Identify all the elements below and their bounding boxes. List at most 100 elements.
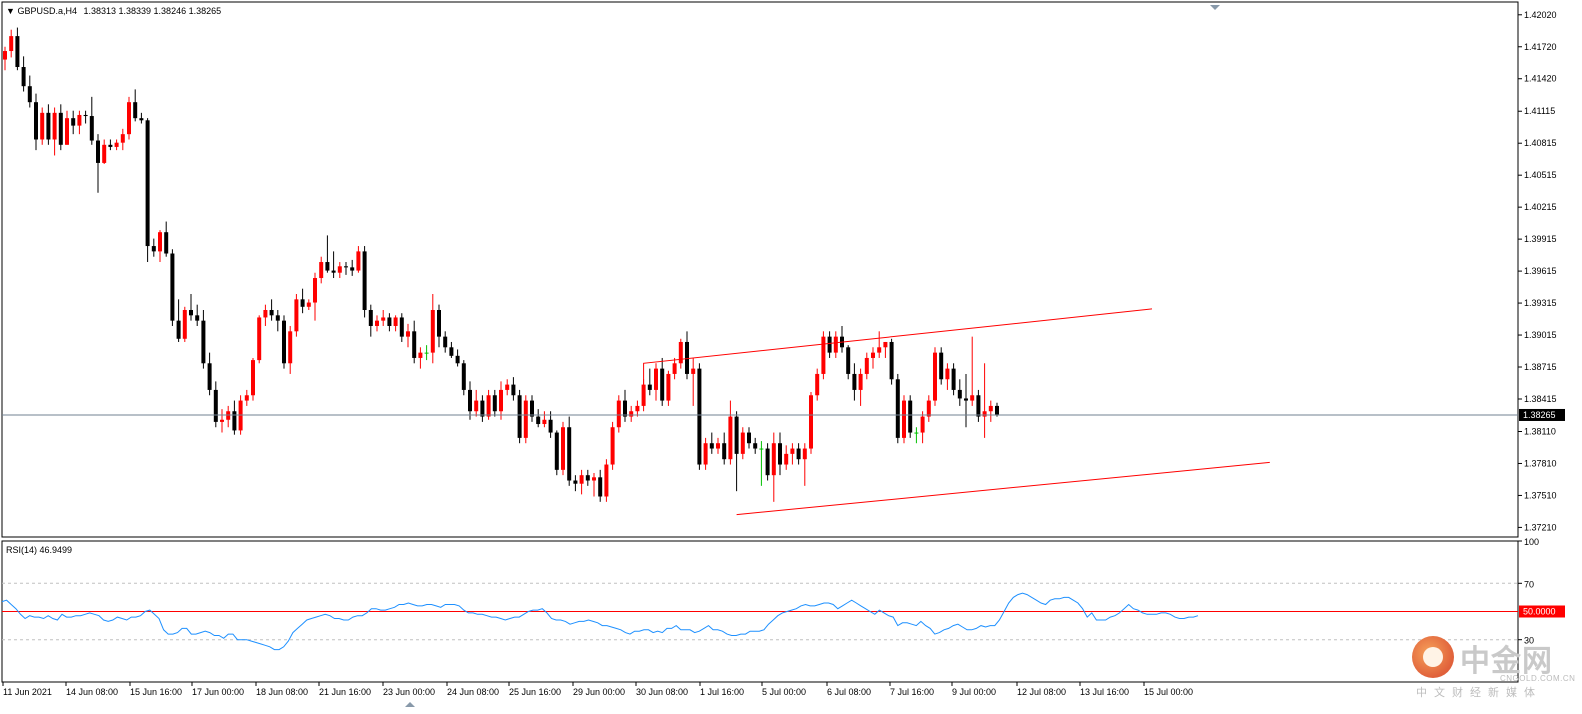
candle-body [604,464,609,497]
scroll-marker-icon [405,702,415,707]
candle-body [486,395,491,417]
candle-body [189,309,193,316]
candle-body [331,270,336,273]
price-tick-label: 1.37510 [1524,490,1557,500]
candle-body [399,317,404,337]
price-tick-label: 1.38110 [1524,426,1556,436]
symbol-label: GBPUSD.a,H4 [17,6,77,16]
candle-body [251,360,255,396]
price-tick-label: 1.39615 [1524,266,1557,276]
candle-body [65,118,69,145]
candle-body [443,336,448,348]
candle-body [393,317,398,326]
candle-body [387,317,392,326]
time-tick-label: 9 Jul 00:00 [952,687,996,697]
candle-body [406,331,410,337]
price-pane-frame [1,1,1519,538]
candle-body [920,416,925,433]
candle-body [257,317,262,361]
candle-body [58,112,63,145]
candle-body [362,251,367,310]
candle-body [871,352,875,358]
candle-body [852,373,857,390]
candle-body [964,398,968,401]
candle-body [666,373,671,401]
candle-body [195,315,200,321]
candle-body [120,134,125,143]
candle-body [833,336,838,353]
candle-body [660,368,665,401]
candle-body [34,102,38,140]
candle-body [573,480,578,484]
price-tick-label: 1.41420 [1524,74,1557,84]
candle-body [27,86,32,103]
candle-body [778,443,782,465]
candle-body [418,352,423,358]
candle-body [697,368,702,465]
rsi-line [1,592,1199,651]
candle-body [567,427,572,481]
current-price-badge [1519,408,1565,421]
candle-body [114,142,119,147]
candle-body [83,114,88,117]
chart-header: ▼ GBPUSD.a,H4 1.38313 1.38339 1.38246 1.… [6,6,221,16]
candle-body [96,140,100,163]
watermark-subtitle: 中文财经新媒体 [1416,686,1542,699]
candle-body [344,266,348,268]
candle-body [703,443,708,465]
candle-body [554,432,559,470]
candle-body [796,448,801,460]
candle-body [89,116,94,141]
candle-body [306,302,311,307]
candle-body [108,144,113,147]
chart-menu-icon[interactable]: ▼ [6,6,15,16]
candle-body [895,379,900,438]
price-tick-label: 1.42020 [1524,10,1557,20]
candle-body [790,448,795,454]
candle-body [821,336,826,374]
price-axis: 1.42020 1.41720 1.41420 1.41115 1.40815 1.405… [1518,10,1565,532]
channel-lower-line [736,461,1270,516]
candle-body [517,395,522,438]
candle-body [375,320,379,326]
candle-body [40,112,45,140]
time-tick-label: 13 Jul 16:00 [1080,687,1129,697]
candle-body [164,232,169,254]
price-tick-label: 1.40815 [1524,138,1557,148]
candle-body [864,357,869,374]
candle-body [145,120,150,247]
candle-body [201,320,206,364]
candle-body [455,355,460,364]
time-tick-label: 29 Jun 00:00 [573,687,625,697]
candle-body [654,368,658,390]
candle-body [275,315,280,321]
candle-body [3,51,7,60]
candle-body [759,448,764,450]
candle-body [226,411,231,420]
price-tick-label: 1.41720 [1524,42,1557,52]
candle-body [170,253,175,321]
time-tick-label: 11 Jun 2021 [3,687,52,697]
candle-body [381,317,386,321]
rsi-axis: 100 70 30 50.0000 [1518,537,1565,646]
candle-body [21,67,26,87]
candle-body [647,384,652,390]
rsi-header: RSI(14) 46.9499 [6,545,73,555]
time-tick-label: 6 Jul 08:00 [827,687,871,697]
candle-body [480,400,485,417]
candle-body [734,416,739,454]
candle-body [939,352,944,380]
candle-body [337,266,342,273]
candle-body [468,389,472,412]
candle-body [127,102,131,135]
time-tick-label: 1 Jul 16:00 [700,687,744,697]
candle-body [430,309,435,353]
candle-body [151,246,156,252]
candle-body [182,309,187,339]
candle-body [412,331,417,358]
candle-body [139,118,144,121]
time-tick-label: 18 Jun 08:00 [256,687,308,697]
rsi-tick-label: 70 [1524,579,1534,589]
candle-body [269,309,274,316]
price-tick-label: 1.39315 [1524,298,1557,308]
